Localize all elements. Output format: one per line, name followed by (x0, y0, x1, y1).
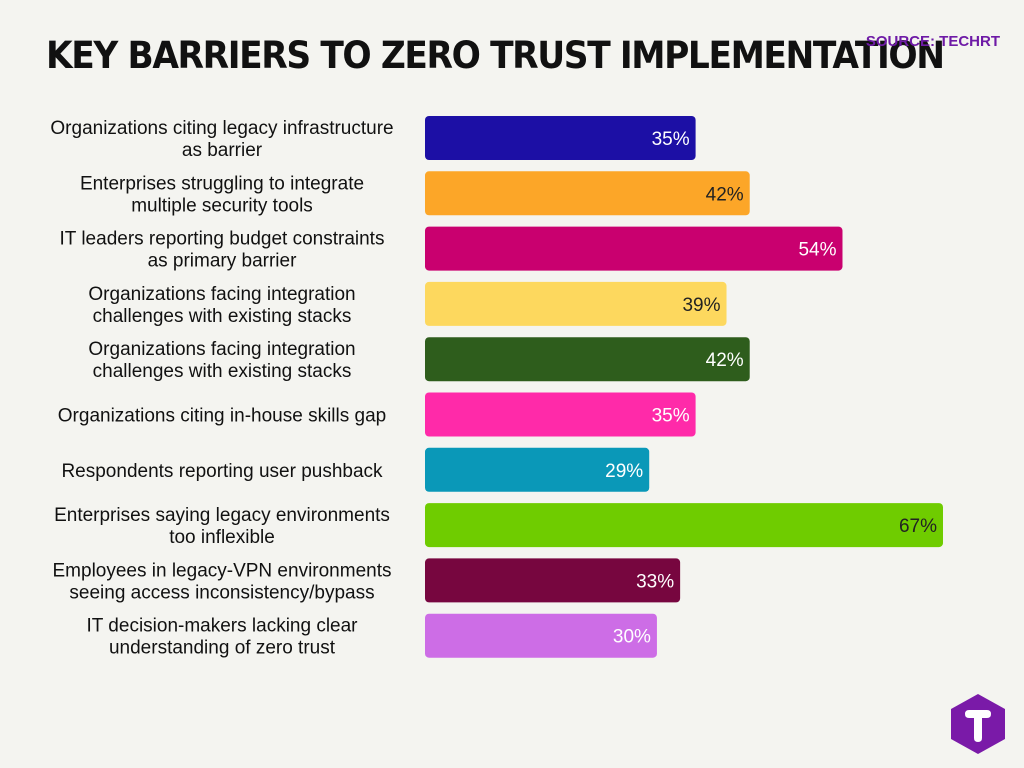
bar-10 (425, 613, 657, 658)
bar-8 (425, 503, 943, 548)
bar-value-label-5: 42% (706, 350, 744, 371)
category-label-line: too inflexible (169, 527, 275, 548)
bar-value-label-1: 35% (652, 129, 690, 150)
category-label-line: understanding of zero trust (109, 638, 336, 659)
category-label-line: Enterprises struggling to integrate (80, 173, 364, 194)
bar-5 (425, 337, 750, 382)
bar-value-label-8: 67% (899, 516, 937, 537)
bar-value-label-2: 42% (706, 184, 744, 205)
category-label-line: Organizations facing integration (88, 284, 355, 305)
category-label-line: Enterprises saying legacy environments (54, 505, 390, 526)
category-label-3: IT leaders reporting budget constraints a… (60, 229, 385, 272)
bar-value-label-3: 54% (798, 240, 836, 261)
category-label-line: IT leaders reporting budget constraints (60, 229, 385, 250)
logo-t-glyph (965, 710, 991, 742)
bar-value-label-10: 30% (613, 627, 651, 648)
bar-2 (425, 171, 750, 216)
category-label-line: challenges with existing stacks (93, 361, 352, 382)
chart-title: KEY BARRIERS TO ZERO TRUST IMPLEMENTATIO… (46, 34, 945, 77)
category-label-line: as primary barrier (148, 251, 298, 272)
category-label-9: Employees in legacy-VPN environments seei… (53, 560, 392, 603)
bar-value-label-4: 39% (682, 295, 720, 316)
category-label-2: Enterprises struggling to integrate multi… (80, 173, 364, 216)
bar-6 (425, 392, 696, 437)
techrt-t-logo-icon (951, 694, 1005, 754)
category-label-line: IT decision-makers lacking clear (86, 616, 358, 637)
category-label-line: as barrier (182, 140, 263, 161)
category-label-line: seeing access inconsistency/bypass (69, 582, 374, 603)
source-label: SOURCE: TECHRT (865, 33, 1000, 50)
bar-1 (425, 116, 696, 160)
bar-3 (425, 226, 843, 271)
category-label-7: Respondents reporting user pushback (61, 461, 383, 482)
category-label-line: challenges with existing stacks (93, 306, 352, 327)
category-label-line: Employees in legacy-VPN environments (53, 560, 392, 581)
category-label-10: IT decision-makers lacking clear understa… (86, 616, 358, 659)
category-label-line: multiple security tools (131, 195, 313, 216)
category-label-line: Respondents reporting user pushback (61, 461, 383, 482)
category-label-line: Organizations citing legacy infrastructu… (50, 118, 393, 139)
bar-4 (425, 281, 727, 326)
bar-value-label-6: 35% (652, 406, 690, 427)
bar-9 (425, 558, 681, 603)
category-label-8: Enterprises saying legacy environments to… (54, 505, 390, 548)
category-label-line: Organizations citing in-house skills gap (58, 406, 386, 427)
category-label-1: Organizations citing legacy infrastructu… (50, 118, 393, 161)
bar-7 (425, 447, 650, 492)
category-label-line: Organizations facing integration (88, 339, 355, 360)
bar-value-label-7: 29% (605, 461, 643, 482)
category-label-5: Organizations facing integration challeng… (88, 339, 355, 382)
category-label-4: Organizations facing integration challeng… (88, 284, 355, 327)
bar-value-label-9: 33% (636, 571, 674, 592)
category-label-6: Organizations citing in-house skills gap (58, 406, 386, 427)
